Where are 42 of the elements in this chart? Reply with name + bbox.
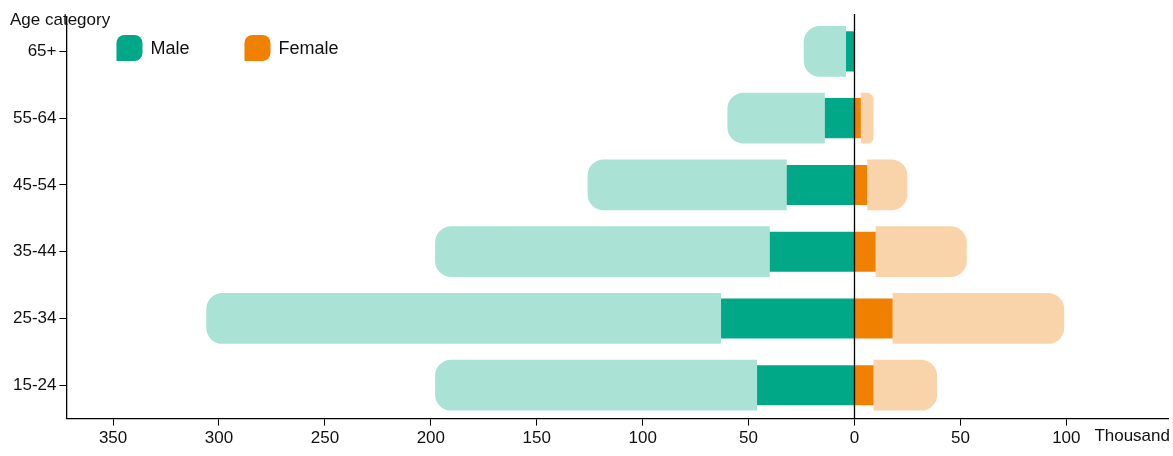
x-tick-label: 250 [310,428,340,448]
x-tick-label: 100 [628,428,657,448]
bar [435,226,770,278]
bar [854,164,868,205]
x-tick-label: 50 [950,428,970,448]
bar [757,365,854,406]
bar [873,359,938,411]
bar [854,231,876,272]
legend-label: Male [150,37,190,58]
bar [435,359,758,411]
x-tick-label: 0 [849,428,860,448]
bar [769,231,854,272]
bar [860,92,874,144]
x-tick-label: 350 [98,428,128,448]
x-tick-label: 100 [1052,428,1081,448]
x-tick-label: 50 [739,428,759,448]
x-tick-label: 200 [416,428,446,448]
bar [206,293,722,344]
bar [854,298,893,339]
legend-label: Female [278,37,339,58]
bar [587,159,787,211]
y-tick-label: 15-24 [13,374,57,394]
bar [721,298,854,339]
y-tick-label: 65+ [27,41,57,61]
bar [786,164,854,205]
bar [854,365,874,406]
bar [854,98,861,139]
x-tick-label: 150 [522,428,551,448]
bar [867,159,908,211]
bar [846,31,854,72]
y-axis-title: Age category [10,9,111,29]
x-axis-title: Thousand [1094,425,1170,445]
y-tick-label: 45-54 [13,174,57,194]
bar [824,98,854,139]
bar [875,226,967,278]
y-tick-label: 55-64 [13,107,57,127]
x-tick-label: 300 [204,428,234,448]
bar [803,26,847,77]
y-tick-label: 25-34 [13,308,57,328]
bar [892,293,1065,344]
y-tick-label: 35-44 [13,241,57,261]
bar [727,92,825,144]
